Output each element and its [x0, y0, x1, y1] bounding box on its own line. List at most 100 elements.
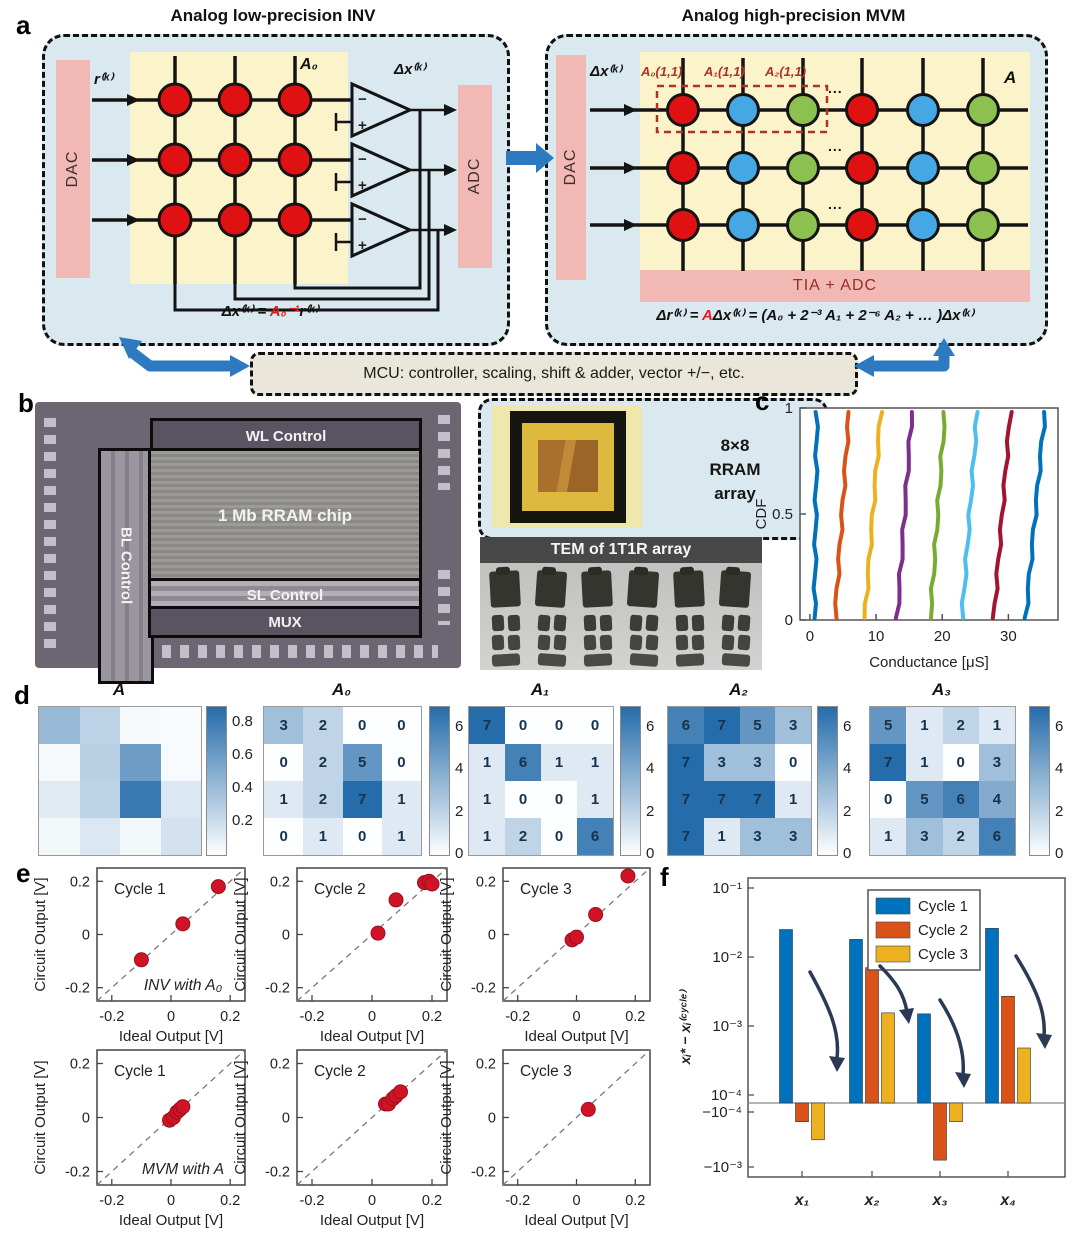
colorbar-tick: 2	[1055, 802, 1064, 820]
heatmap-cell: 0	[264, 744, 304, 781]
colorbar-tick: 6	[1055, 718, 1064, 736]
data-point	[210, 879, 226, 895]
svg-text:0: 0	[368, 1193, 376, 1209]
heatmap-cell: 2	[505, 818, 541, 855]
heatmap-cell: 0	[505, 707, 541, 744]
ellipsis-row1: ...	[828, 80, 843, 96]
bl-control-label: BL Control	[117, 527, 135, 605]
bar	[949, 1102, 963, 1122]
svg-text:Cycle 3: Cycle 3	[918, 946, 968, 963]
panel-label-d: d	[14, 680, 30, 710]
svg-text:10: 10	[868, 628, 885, 645]
tem-feature	[583, 614, 597, 632]
bar	[1017, 1047, 1031, 1104]
heatmap-cell: 5	[739, 707, 776, 744]
bar	[917, 1013, 931, 1104]
data-point	[175, 1099, 191, 1115]
svg-text:Circuit Output [V]: Circuit Output [V]	[438, 877, 455, 991]
heatmap-cell: 7	[469, 707, 505, 744]
data-point	[133, 952, 149, 968]
heatmap-cell: 7	[342, 781, 382, 818]
colorbar-tick: 4	[1055, 760, 1064, 778]
output-vector-label: Δx⁽ᵏ⁾	[394, 61, 426, 78]
heatmap-cell: 0	[942, 744, 979, 781]
svg-text:-0.2: -0.2	[99, 1009, 124, 1025]
ellipsis-row2: ...	[828, 138, 843, 154]
heatmap-cell: 5	[870, 707, 907, 744]
svg-text:0: 0	[282, 1111, 290, 1127]
package-caption: 8×8 RRAM array	[660, 434, 810, 506]
heatmap-cell: 0	[342, 818, 382, 855]
inv-eq-red: A₀⁻¹	[269, 303, 300, 320]
svg-text:10⁻²: 10⁻²	[712, 949, 742, 966]
bar-series-cycle-1	[779, 928, 999, 1104]
heatmap-cell: 3	[264, 707, 304, 744]
matrix-a0-label: A₀	[300, 56, 318, 73]
heatmap-cell: 5	[342, 744, 382, 781]
error-bar-chart: 10⁻¹ 10⁻² 10⁻³ 10⁻⁴−10⁻⁴ −10⁻³ x₁ x₂ x₃ x₄ xᵢ* − …	[677, 877, 1066, 1209]
svg-text:0.2: 0.2	[422, 1193, 442, 1209]
tem-feature	[537, 614, 551, 632]
heatmap-cell	[160, 744, 201, 781]
panel-label-e: e	[16, 858, 31, 888]
bar	[811, 1102, 825, 1141]
svg-text:0.2: 0.2	[625, 1009, 645, 1025]
heatmap-cell: 6	[577, 818, 613, 855]
heatmap-cell: 1	[469, 818, 505, 855]
legend: Cycle 1 Cycle 2 Cycle 3	[867, 889, 981, 971]
colorbar-tick: 4	[646, 760, 655, 778]
data-point	[417, 875, 432, 891]
svg-text:Ideal Output [V]: Ideal Output [V]	[320, 1212, 424, 1229]
bond-pads-right-bottom	[438, 570, 450, 625]
colorbar-tick: 0	[843, 845, 852, 862]
title-inv: Analog low-precision INV	[170, 6, 376, 25]
tem-feature	[553, 634, 567, 651]
heatmap-cell: 1	[906, 744, 943, 781]
heatmap-cell: 7	[668, 818, 704, 855]
package-caption-line1: 8×8	[720, 436, 750, 455]
data-point	[421, 873, 437, 889]
colorbar-tick: 2	[843, 802, 852, 820]
heatmap-title-0: A	[112, 680, 126, 699]
bar	[933, 1102, 947, 1161]
svg-text:Cycle 1: Cycle 1	[114, 1063, 166, 1080]
svg-text:0.2: 0.2	[220, 1193, 240, 1209]
tem-title: TEM of 1T1R array	[480, 537, 762, 563]
heatmap-cell: 3	[978, 744, 1015, 781]
tem-feature	[675, 653, 705, 667]
heatmap-cell: 2	[303, 781, 343, 818]
svg-text:0.2: 0.2	[220, 1009, 240, 1025]
colorbar-tick: 0	[455, 845, 464, 862]
svg-text:0.2: 0.2	[476, 1057, 496, 1073]
data-point	[388, 892, 404, 908]
svg-text:-0.2: -0.2	[505, 1193, 530, 1209]
svg-text:0.2: 0.2	[70, 1057, 90, 1073]
heatmap-cell	[120, 744, 161, 781]
heatmap-cell: 4	[978, 781, 1015, 818]
colorbar-tick: 6	[646, 718, 655, 736]
heatmap-cell: 3	[906, 818, 943, 855]
inv-eq-prefix: Δx⁽ᵏ⁾ =	[221, 303, 270, 320]
tem-feature	[537, 634, 551, 651]
heatmap-colorbar-2	[620, 706, 641, 856]
dac-label-left: DAC	[64, 150, 81, 188]
colorbar-tick: 0	[1055, 845, 1064, 862]
tem-feature	[673, 570, 705, 608]
heatmap-cell: 0	[381, 744, 421, 781]
tem-feature	[507, 614, 521, 632]
svg-text:-0.2: -0.2	[471, 1165, 496, 1181]
heatmap-cell: 0	[541, 818, 577, 855]
heatmap-cell: 7	[668, 781, 704, 818]
data-point	[385, 1091, 401, 1107]
bar	[881, 1012, 895, 1104]
svg-text:0: 0	[806, 628, 814, 645]
tem-feature	[587, 566, 603, 576]
mvm-eq-red: A	[701, 307, 713, 324]
tem-feature	[721, 634, 735, 651]
heatmap-cell: 7	[668, 744, 704, 781]
svg-text:0: 0	[488, 1111, 496, 1127]
cdf-curve-level4	[893, 410, 915, 620]
heatmap-cell: 3	[703, 744, 740, 781]
tem-feature	[737, 634, 751, 651]
